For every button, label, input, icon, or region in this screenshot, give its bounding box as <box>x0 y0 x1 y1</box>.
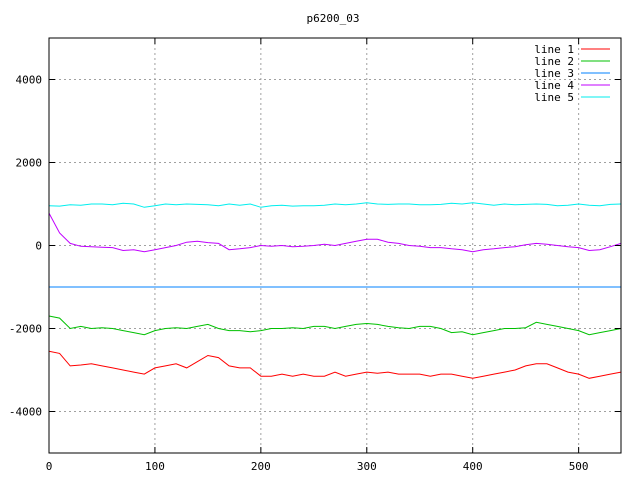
legend-label: line 5 <box>534 91 574 104</box>
legend-label: line 2 <box>534 55 574 68</box>
x-tick-label: 500 <box>569 460 589 473</box>
series-line-4 <box>48 212 622 253</box>
ticks: 0 100 200 300 400 500 -4000 -2000 0 2000 4000 <box>9 38 621 473</box>
y-tick-label: -2000 <box>9 323 42 336</box>
series-line-2 <box>48 315 622 336</box>
legend-label: line 3 <box>534 67 574 80</box>
y-tick-label: 4000 <box>16 74 43 87</box>
chart-title: p6200_03 <box>307 12 360 25</box>
x-tick-label: 300 <box>357 460 377 473</box>
x-tick-label: 200 <box>251 460 271 473</box>
y-tick-label: 2000 <box>16 157 43 170</box>
series-group <box>48 202 622 379</box>
x-tick-label: 0 <box>46 460 53 473</box>
x-tick-label: 100 <box>145 460 165 473</box>
legend-label: line 1 <box>534 43 574 56</box>
y-tick-label: 0 <box>35 240 42 253</box>
legend-label: line 4 <box>534 79 574 92</box>
series-line-5 <box>48 202 622 208</box>
series-line-1 <box>48 350 622 379</box>
x-tick-label: 400 <box>463 460 483 473</box>
y-tick-label: -4000 <box>9 406 42 419</box>
